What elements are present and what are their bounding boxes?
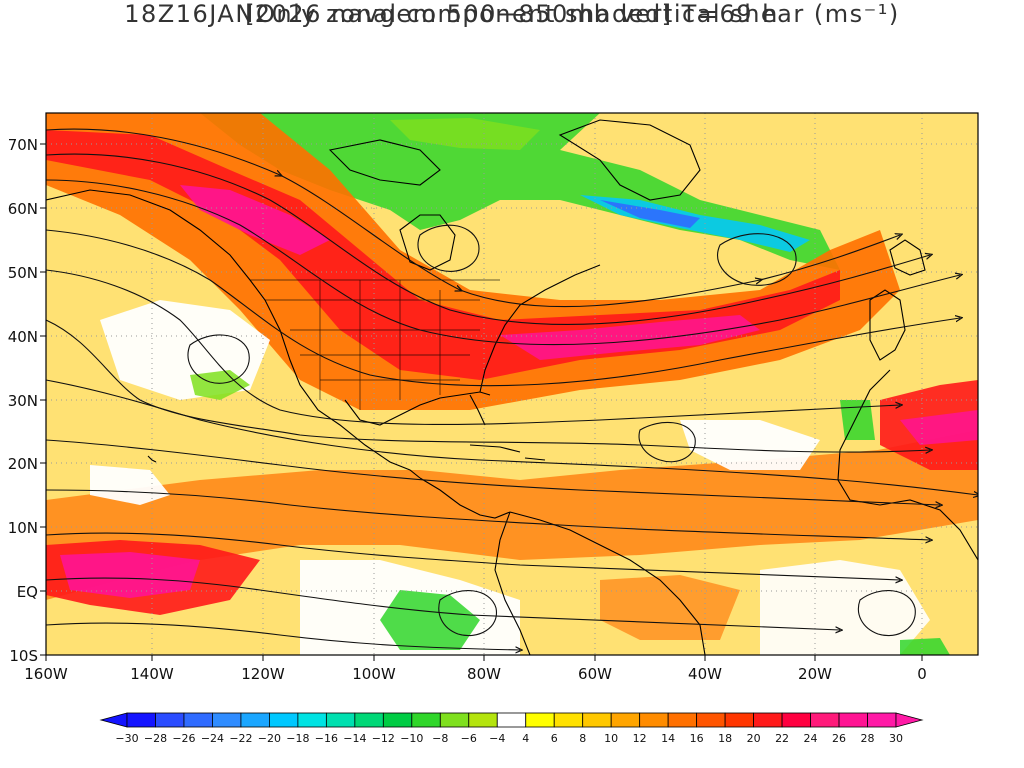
colorbar-box <box>753 712 783 728</box>
y-tick-label: 30N <box>8 392 38 410</box>
y-tick-label: 40N <box>8 328 38 346</box>
colorbar <box>99 712 924 728</box>
pacific-low-shear-2 <box>90 465 170 505</box>
east-atlantic-magenta <box>900 410 978 445</box>
x-tick-label: 80W <box>467 665 501 683</box>
colorbar-tick-label: −28 <box>144 732 167 745</box>
title-line-1: 18Z16JAN2026 navgem 500−850mb vertical s… <box>124 0 900 28</box>
x-tick-label: 160W <box>24 665 68 683</box>
colorbar-left-triangle <box>99 712 128 728</box>
y-tick-label: 20N <box>8 455 38 473</box>
colorbar-right-triangle <box>895 712 924 728</box>
colorbar-box <box>639 712 669 728</box>
colorbar-tick-label: 8 <box>579 732 586 745</box>
x-tick-label: 40W <box>688 665 722 683</box>
colorbar-box <box>496 712 527 728</box>
colorbar-tick-label: −6 <box>461 732 477 745</box>
africa-green-patch <box>840 400 875 440</box>
x-axis: 160W 140W 120W 100W 80W 60W 40W 20W 0 <box>24 655 927 683</box>
colorbar-tick-label: −20 <box>258 732 281 745</box>
colorbar-box <box>354 712 384 728</box>
colorbar-box <box>667 712 698 728</box>
colorbar-tick-label: 14 <box>661 732 675 745</box>
south-africa-green-patch <box>900 638 950 655</box>
tropical-green-patch <box>380 590 480 650</box>
y-tick-label: 10N <box>8 519 38 537</box>
colorbar-tick-label: 18 <box>718 732 732 745</box>
map-frame <box>45 112 979 656</box>
title-line-2: [Only zonal component shaded] T=69 h <box>245 0 779 28</box>
pacific-green-patch <box>190 370 250 400</box>
colorbar-box <box>810 712 840 728</box>
y-tick-label: 10S <box>9 647 38 665</box>
colorbar-tick-label: 30 <box>889 732 903 745</box>
colorbar-box <box>240 712 270 728</box>
colorbar-tick-label: 10 <box>604 732 618 745</box>
colorbar-tick-label: 4 <box>522 732 529 745</box>
colorbar-box <box>525 712 555 728</box>
colorbar-box <box>382 712 413 728</box>
x-tick-label: 140W <box>130 665 174 683</box>
colorbar-tick-label: −12 <box>372 732 395 745</box>
colorbar-tick-label: 26 <box>832 732 846 745</box>
colorbar-tick-label: −14 <box>343 732 366 745</box>
colorbar-box <box>553 712 584 728</box>
south-atlantic-low-shear <box>760 560 930 655</box>
colorbar-tick-label: −24 <box>201 732 224 745</box>
colorbar-tick-label: 24 <box>804 732 818 745</box>
jet-red <box>46 130 840 380</box>
south-atlantic-orange <box>600 575 740 640</box>
colorbar-tick-label: 6 <box>551 732 558 745</box>
atlantic-low-shear <box>680 420 820 470</box>
colorbar-box <box>155 712 185 728</box>
colorbar-box <box>325 712 356 728</box>
colorbar-box <box>126 712 156 728</box>
colorbar-tick-label: −26 <box>172 732 195 745</box>
x-tick-label: 20W <box>798 665 832 683</box>
colorbar-box <box>269 712 299 728</box>
colorbar-tick-label: 12 <box>633 732 647 745</box>
colorbar-box <box>724 712 754 728</box>
x-tick-label: 120W <box>241 665 285 683</box>
colorbar-box <box>411 712 441 728</box>
colorbar-box <box>696 712 726 728</box>
colorbar-box <box>212 712 242 728</box>
streamlines <box>46 128 978 650</box>
colorbar-box <box>297 712 327 728</box>
x-tick-label: 0 <box>917 665 927 683</box>
colorbar-tick-label: −18 <box>286 732 309 745</box>
colorbar-box <box>838 712 868 728</box>
colorbar-tick-label: −30 <box>115 732 138 745</box>
colorbar-labels: −30 −28 −26 −24 −22 −20 −18 −16 −14 −12 −10 −8 −6 −4 4… <box>115 732 903 745</box>
shear-shading <box>46 113 978 655</box>
colorbar-box <box>468 712 498 728</box>
map-panel <box>46 113 978 655</box>
shear-negative-lightgreen <box>390 118 540 150</box>
colorbar-tick-label: 20 <box>747 732 761 745</box>
colorbar-tick-label: 16 <box>690 732 704 745</box>
tropical-magenta-pacific <box>60 552 200 598</box>
colorbar-box <box>867 712 897 728</box>
colorbar-box <box>439 712 470 728</box>
colorbar-box <box>582 712 612 728</box>
x-tick-label: 60W <box>578 665 612 683</box>
y-tick-label: 50N <box>8 264 38 282</box>
colorbar-box <box>781 712 811 728</box>
colorbar-tick-label: −16 <box>315 732 338 745</box>
x-tick-label: 100W <box>352 665 396 683</box>
y-axis: 70N 60N 50N 40N 30N 20N 10N EQ 10S <box>8 136 46 665</box>
y-tick-label: 70N <box>8 136 38 154</box>
y-tick-label: EQ <box>17 583 38 601</box>
colorbar-tick-label: −22 <box>229 732 252 745</box>
jet-magenta-east <box>500 315 760 360</box>
colorbar-box <box>610 712 641 728</box>
y-tick-label: 60N <box>8 200 38 218</box>
colorbar-tick-label: −8 <box>432 732 448 745</box>
colorbar-tick-label: 28 <box>861 732 875 745</box>
colorbar-tick-label: −4 <box>489 732 505 745</box>
colorbar-tick-label: −10 <box>400 732 423 745</box>
colorbar-box <box>183 712 213 728</box>
colorbar-tick-label: 22 <box>775 732 789 745</box>
